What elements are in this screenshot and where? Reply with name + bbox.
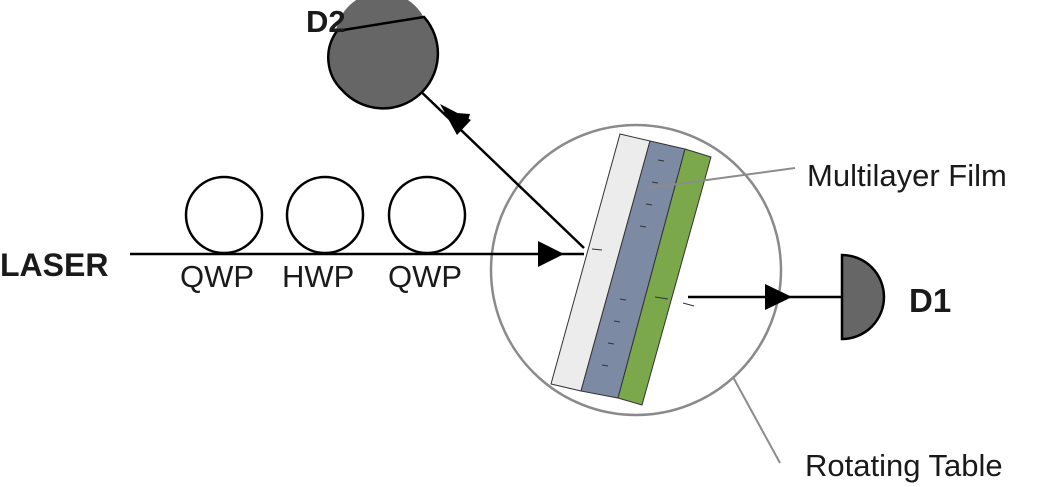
rotating-table-callout-line xyxy=(732,376,781,464)
detector-d2 xyxy=(336,0,424,30)
laser-arrowhead xyxy=(538,241,564,267)
detector-d1-label: D1 xyxy=(909,282,951,319)
rotating-table-label: Rotating Table xyxy=(805,448,1003,483)
multilayer-film-label: Multilayer Film xyxy=(807,158,1007,193)
detector-d2-label: D2 xyxy=(306,4,346,39)
qwp-1-label: QWP xyxy=(180,259,254,294)
hwp-label: HWP xyxy=(282,259,354,294)
hwp-plate xyxy=(285,175,365,255)
qwp-2-label: QWP xyxy=(388,259,462,294)
detector-d1 xyxy=(840,253,886,341)
detector-d2-body xyxy=(327,15,440,110)
qwp-1-plate xyxy=(184,175,264,255)
reflected-arrowhead-fill xyxy=(440,104,471,135)
green-layer xyxy=(617,148,712,406)
laser-label: LASER xyxy=(0,247,108,283)
qwp-2-plate xyxy=(387,175,467,255)
transmitted-arrowhead xyxy=(765,284,792,310)
film-tick-marks xyxy=(591,159,695,367)
multilayer-film-callout-line xyxy=(647,167,796,189)
